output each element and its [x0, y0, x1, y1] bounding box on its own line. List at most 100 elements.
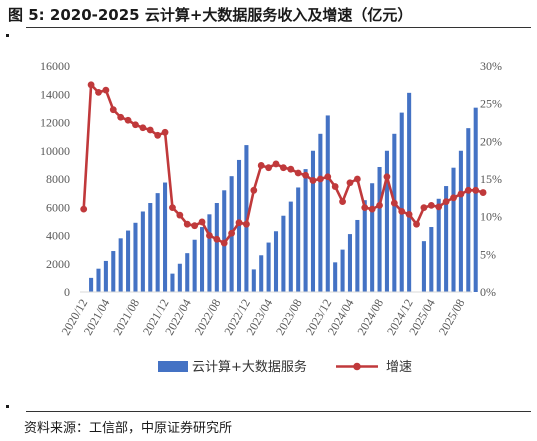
x-tick-label: 2024/08: [354, 297, 386, 338]
growth-point: [353, 175, 361, 183]
growth-point: [198, 218, 206, 226]
bar: [192, 239, 197, 292]
growth-point: [169, 204, 176, 212]
growth-point: [457, 190, 465, 198]
bar: [140, 211, 145, 292]
growth-point: [117, 113, 125, 121]
growth-point: [398, 207, 406, 215]
bar: [251, 269, 256, 292]
bar: [281, 215, 286, 292]
bar: [96, 268, 101, 292]
growth-point: [146, 126, 154, 134]
bar: [436, 198, 441, 292]
bar: [347, 234, 352, 292]
growth-point: [191, 222, 199, 230]
growth-point: [265, 164, 273, 172]
y-right-tick-label: 5%: [480, 247, 496, 261]
bar: [466, 128, 471, 292]
growth-point: [109, 106, 117, 114]
growth-point: [472, 186, 480, 194]
growth-point: [95, 88, 102, 96]
y-left-tick-label: 10000: [40, 144, 70, 158]
growth-point: [235, 219, 243, 227]
growth-point: [287, 165, 295, 173]
y-right-tick-label: 10%: [480, 210, 502, 224]
x-tick-label: 2023/08: [273, 297, 305, 338]
growth-point: [272, 160, 280, 168]
growth-point: [464, 186, 472, 194]
y-left-tick-label: 8000: [46, 172, 70, 186]
bar: [421, 241, 426, 292]
bar: [259, 255, 264, 292]
bar: [207, 214, 212, 292]
y-right-tick-label: 20%: [480, 134, 502, 148]
y-left-tick-label: 6000: [46, 200, 70, 214]
y-left-tick-label: 12000: [40, 116, 70, 130]
chart: 0 2000 4000 6000 8000 10000 12000 14000 16000 0% 5…: [40, 59, 502, 375]
bar: [126, 230, 131, 292]
bar: [214, 203, 219, 292]
growth-point: [390, 199, 398, 207]
growth-point: [228, 229, 236, 237]
y-left-tick-label: 2000: [46, 257, 70, 271]
bar: [118, 238, 123, 292]
bar: [273, 231, 279, 292]
growth-point: [87, 81, 95, 89]
growth-point: [339, 198, 346, 206]
title-rule: [26, 27, 531, 28]
bar: [89, 277, 94, 292]
growth-point: [102, 86, 110, 94]
bar: [303, 169, 308, 292]
x-tick-label: 2021/08: [110, 297, 142, 338]
bar: [355, 219, 360, 292]
y-right-tick-label: 30%: [480, 59, 502, 73]
bar: [407, 92, 412, 293]
growth-point: [124, 116, 132, 124]
bar: [392, 133, 397, 292]
bar: [362, 200, 367, 292]
growth-point: [479, 189, 487, 196]
source-note: 资料来源：工信部，中原证券研究所: [24, 421, 233, 436]
growth-point: [405, 211, 413, 218]
bullet-dot: [6, 405, 9, 408]
growth-point: [413, 220, 420, 228]
growth-point: [383, 173, 391, 181]
growth-point: [154, 131, 162, 139]
growth-point: [309, 177, 317, 184]
growth-point: [346, 179, 354, 187]
y-left-tick-label: 14000: [40, 87, 70, 101]
growth-point: [176, 211, 184, 219]
legend-bar-swatch: [158, 361, 188, 372]
bar: [177, 263, 182, 292]
bar: [318, 133, 323, 292]
bar: [111, 251, 116, 292]
bar: [333, 262, 338, 292]
bar: [148, 203, 153, 292]
y-right-tick-label: 25%: [480, 97, 502, 111]
y-left-tick-label: 4000: [46, 229, 70, 243]
bar: [103, 260, 108, 292]
growth-point: [331, 183, 339, 190]
growth-point: [139, 124, 147, 132]
growth-point: [213, 235, 221, 243]
y-left-tick-label: 0: [64, 285, 70, 299]
growth-point: [183, 220, 191, 228]
bar: [325, 115, 330, 292]
growth-point: [368, 205, 376, 213]
growth-point: [161, 128, 169, 136]
bar: [340, 249, 345, 292]
growth-point: [279, 164, 287, 172]
bar: [185, 253, 190, 292]
bar: [429, 227, 434, 292]
bar: [288, 201, 293, 292]
bar: [458, 150, 463, 292]
growth-point: [257, 162, 265, 169]
bullet-dot: [6, 34, 9, 37]
growth-point: [220, 239, 228, 247]
y-left-tick-label: 16000: [40, 59, 70, 73]
growth-point: [427, 201, 435, 209]
y-right-tick-label: 0%: [480, 285, 496, 299]
source-rule: [26, 411, 531, 412]
growth-point: [450, 194, 457, 202]
bar: [444, 186, 449, 292]
